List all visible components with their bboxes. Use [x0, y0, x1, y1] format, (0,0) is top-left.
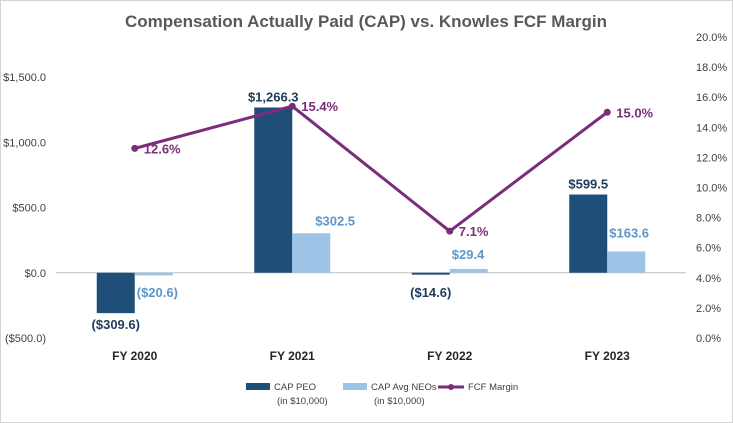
- legend-unit-note: (in $10,000): [277, 396, 328, 407]
- right-tick-label: 8.0%: [696, 213, 721, 225]
- fcf-margin-polyline: [134, 104, 609, 233]
- legend-unit-note: (in $10,000): [374, 396, 425, 407]
- left-tick-label: ($500.0): [5, 333, 46, 345]
- right-tick-label: 4.0%: [696, 273, 721, 285]
- category-label: FY 2020: [112, 349, 157, 363]
- cap-peo-label: $599.5: [568, 177, 608, 192]
- right-tick-label: 16.0%: [696, 92, 727, 104]
- fcf-margin-point: [603, 108, 611, 116]
- legend-swatch: [343, 383, 367, 390]
- left-tick-label: $0.0: [25, 268, 46, 280]
- cap-neo-label: ($20.6): [137, 285, 178, 300]
- cap-peo-bar: [411, 272, 450, 275]
- fcf-margin-line: [131, 102, 611, 235]
- right-tick-label: 0.0%: [696, 333, 721, 345]
- cap-neo-bar: [607, 251, 646, 273]
- fcf-margin-label: 15.0%: [616, 105, 653, 120]
- cap-peo-bar: [254, 107, 293, 273]
- bar-marks: [96, 107, 646, 314]
- right-tick-label: 20.0%: [696, 32, 727, 44]
- right-tick-label: 18.0%: [696, 62, 727, 74]
- fcf-margin-point: [446, 227, 454, 235]
- legend-label: CAP Avg NEOs: [371, 382, 437, 393]
- category-label: FY 2023: [585, 349, 630, 363]
- cap-neo-label: $302.5: [315, 213, 355, 228]
- right-tick-label: 6.0%: [696, 243, 721, 255]
- fcf-margin-label: 7.1%: [459, 224, 489, 239]
- cap-neo-bar: [134, 272, 173, 276]
- category-label: FY 2021: [270, 349, 315, 363]
- left-axis: ($500.0) $0.0 $500.0 $1,000.0 $1,500.0: [3, 72, 46, 345]
- legend-label: CAP PEO: [274, 382, 316, 393]
- left-tick-label: $500.0: [12, 203, 46, 215]
- cap-peo-label: ($14.6): [410, 285, 451, 300]
- cap-peo-bar: [96, 272, 135, 314]
- cap-neo-bar: [449, 268, 488, 273]
- right-tick-label: 14.0%: [696, 122, 727, 134]
- right-tick-label: 12.0%: [696, 152, 727, 164]
- cap-peo-label: ($309.6): [92, 317, 140, 332]
- cap-neo-label: $163.6: [609, 225, 649, 240]
- chart-title: Compensation Actually Paid (CAP) vs. Kno…: [125, 12, 607, 31]
- left-tick-label: $1,500.0: [3, 72, 46, 84]
- right-tick-label: 10.0%: [696, 183, 727, 195]
- fcf-margin-point: [131, 144, 139, 152]
- fcf-margin-point: [288, 102, 296, 110]
- legend: CAP PEO (in $10,000) CAP Avg NEOs (in $10,0…: [246, 382, 518, 407]
- cap-neo-bar: [292, 233, 331, 273]
- fcf-margin-label: 12.6%: [144, 141, 181, 156]
- data-labels: ($309.6) $1,266.3 ($14.6) $599.5 ($20.6) $302…: [92, 89, 654, 332]
- cap-neo-label: $29.4: [452, 247, 485, 262]
- legend-label: FCF Margin: [468, 382, 518, 393]
- right-axis: 0.0% 2.0% 4.0% 6.0% 8.0% 10.0% 12.0% 14.0% 16.0%…: [696, 32, 727, 345]
- right-tick-label: 2.0%: [696, 303, 721, 315]
- legend-swatch-marker: [448, 384, 454, 390]
- cap-peo-label: $1,266.3: [248, 89, 299, 104]
- legend-swatch: [246, 383, 270, 390]
- cap-peo-bar: [569, 194, 608, 273]
- category-label: FY 2022: [427, 349, 472, 363]
- category-labels: FY 2020 FY 2021 FY 2022 FY 2023: [112, 349, 630, 363]
- fcf-margin-label: 15.4%: [301, 99, 338, 114]
- left-tick-label: $1,000.0: [3, 137, 46, 149]
